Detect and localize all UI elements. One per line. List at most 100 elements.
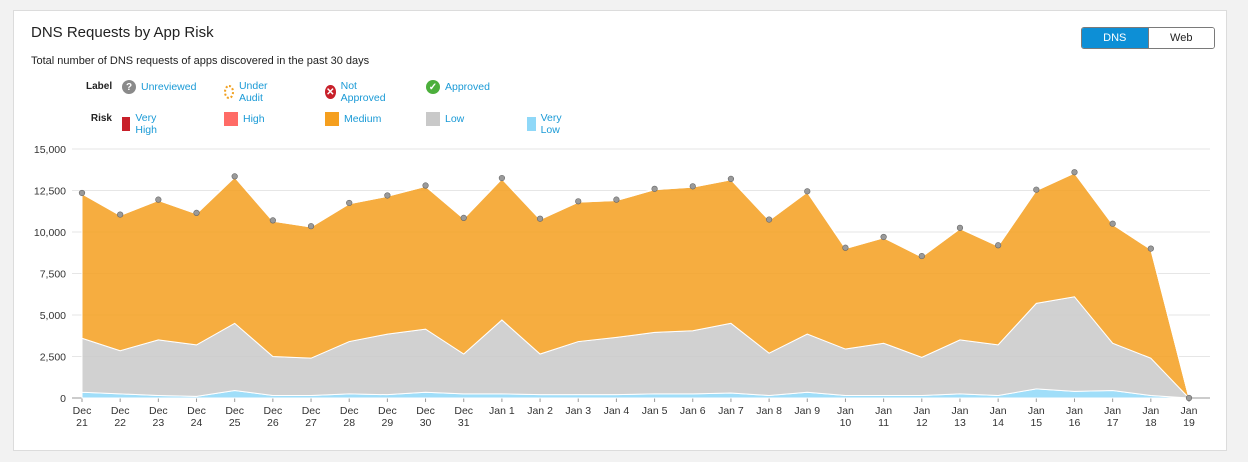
x-tick-label: 12 <box>916 417 928 429</box>
x-tick-label: Jan 2 <box>527 405 553 417</box>
dashed-circle-icon <box>224 85 234 99</box>
x-tick-label: 31 <box>458 417 470 429</box>
dns-toggle-button[interactable]: DNS <box>1082 28 1148 48</box>
high-swatch <box>224 112 238 126</box>
total-point[interactable] <box>231 173 238 180</box>
total-point[interactable] <box>1147 245 1154 252</box>
total-point[interactable] <box>117 211 124 218</box>
total-point[interactable] <box>689 183 696 190</box>
legend-not-approved[interactable]: ✕ Not Approved <box>325 80 389 104</box>
x-tick-label: 28 <box>343 417 355 429</box>
total-point[interactable] <box>78 189 86 197</box>
legend-very-low[interactable]: Very Low <box>527 112 567 136</box>
check-circle-icon: ✓ <box>426 80 440 94</box>
x-tick-label: Jan 9 <box>794 405 820 417</box>
x-tick-label: Dec <box>302 405 321 417</box>
web-toggle-button[interactable]: Web <box>1147 28 1214 48</box>
total-point[interactable] <box>460 214 467 221</box>
x-tick-label: 10 <box>840 417 852 429</box>
total-point[interactable] <box>384 192 391 199</box>
x-tick-label: Dec <box>149 405 168 417</box>
total-point[interactable] <box>193 209 200 217</box>
x-tick-label: Jan 7 <box>718 405 744 417</box>
legend-medium-label: Medium <box>344 113 382 125</box>
total-point[interactable] <box>613 196 620 203</box>
total-point[interactable] <box>995 242 1002 249</box>
total-point[interactable] <box>536 215 544 222</box>
x-tick-label: Jan <box>837 405 854 417</box>
series-area-very-high[interactable] <box>81 171 1190 399</box>
x-tick-label: 29 <box>382 417 394 429</box>
very-low-swatch <box>527 117 536 131</box>
total-point[interactable] <box>346 199 353 207</box>
x-tick-label: 18 <box>1145 417 1157 429</box>
total-point[interactable] <box>307 223 315 230</box>
legend-very-low-label: Very Low <box>540 112 562 136</box>
x-tick-label: Jan 8 <box>756 405 782 417</box>
total-point[interactable] <box>804 188 811 195</box>
x-tick-label: Jan <box>875 405 892 417</box>
y-tick-label: 7,500 <box>40 269 66 281</box>
chart-subtitle: Total number of DNS requests of apps dis… <box>31 55 370 67</box>
low-swatch <box>426 112 440 126</box>
legend-unreviewed[interactable]: ? Unreviewed <box>122 80 196 94</box>
legend-under-audit-label: Under Audit <box>238 80 268 104</box>
x-tick-label: Dec <box>225 405 244 417</box>
x-tick-label: Jan 3 <box>565 405 591 417</box>
legend-very-high[interactable]: Very High <box>122 112 163 136</box>
x-tick-label: Dec <box>454 405 473 417</box>
x-tick-label: Jan <box>951 405 968 417</box>
x-tick-label: Jan <box>990 405 1007 417</box>
x-tick-label: Jan <box>1181 405 1198 417</box>
legend-approved[interactable]: ✓ Approved <box>426 80 490 94</box>
legend-medium[interactable]: Medium <box>325 112 381 126</box>
legend-under-audit[interactable]: Under Audit <box>224 80 272 104</box>
x-tick-label: Jan 1 <box>489 405 515 417</box>
x-tick-label: 21 <box>76 417 88 429</box>
total-point[interactable] <box>727 175 735 182</box>
legend-low[interactable]: Low <box>426 112 464 126</box>
total-point[interactable] <box>269 217 276 224</box>
x-tick-label: 25 <box>229 417 241 429</box>
x-tick-label: Dec <box>340 405 359 417</box>
total-point[interactable] <box>842 244 849 251</box>
total-point[interactable] <box>918 252 925 260</box>
total-point[interactable] <box>575 198 582 205</box>
question-circle-icon: ? <box>122 80 136 94</box>
y-tick-label: 5,000 <box>40 310 66 322</box>
total-point[interactable] <box>1071 169 1078 176</box>
total-point[interactable] <box>1109 220 1116 227</box>
x-tick-label: Jan <box>1104 405 1121 417</box>
total-point[interactable] <box>422 182 429 189</box>
total-point[interactable] <box>956 224 964 231</box>
total-point[interactable] <box>498 174 505 182</box>
label-legend-title: Label <box>86 81 113 92</box>
medium-swatch <box>325 112 339 126</box>
x-tick-label: 30 <box>420 417 432 429</box>
y-tick-label: 2,500 <box>40 352 66 364</box>
x-tick-label: 26 <box>267 417 279 429</box>
legend-high[interactable]: High <box>224 112 265 126</box>
total-point[interactable] <box>155 196 162 203</box>
chart-card: DNS Requests by App Risk Total number of… <box>13 10 1227 451</box>
x-tick-label: 23 <box>153 417 165 429</box>
data-points <box>78 169 1193 402</box>
x-tick-label: Jan <box>1066 405 1083 417</box>
axis-labels: 02,5005,0007,50010,00012,50015,000Dec21D… <box>34 144 1198 429</box>
total-point[interactable] <box>651 185 658 192</box>
total-point[interactable] <box>1185 394 1193 402</box>
total-point[interactable] <box>1033 186 1040 193</box>
x-tick-label: Dec <box>264 405 283 417</box>
x-tick-label: 13 <box>954 417 966 429</box>
x-circle-icon: ✕ <box>325 85 336 99</box>
total-point[interactable] <box>766 216 773 223</box>
x-tick-label: 14 <box>992 417 1004 429</box>
y-tick-label: 12,500 <box>34 186 66 198</box>
very-high-swatch <box>122 117 131 131</box>
total-point[interactable] <box>880 233 887 241</box>
x-tick-label: Jan <box>913 405 930 417</box>
y-tick-label: 0 <box>60 393 66 405</box>
legend-unreviewed-label: Unreviewed <box>141 81 197 93</box>
x-tick-label: Jan 6 <box>680 405 706 417</box>
series-areas <box>81 171 1191 400</box>
